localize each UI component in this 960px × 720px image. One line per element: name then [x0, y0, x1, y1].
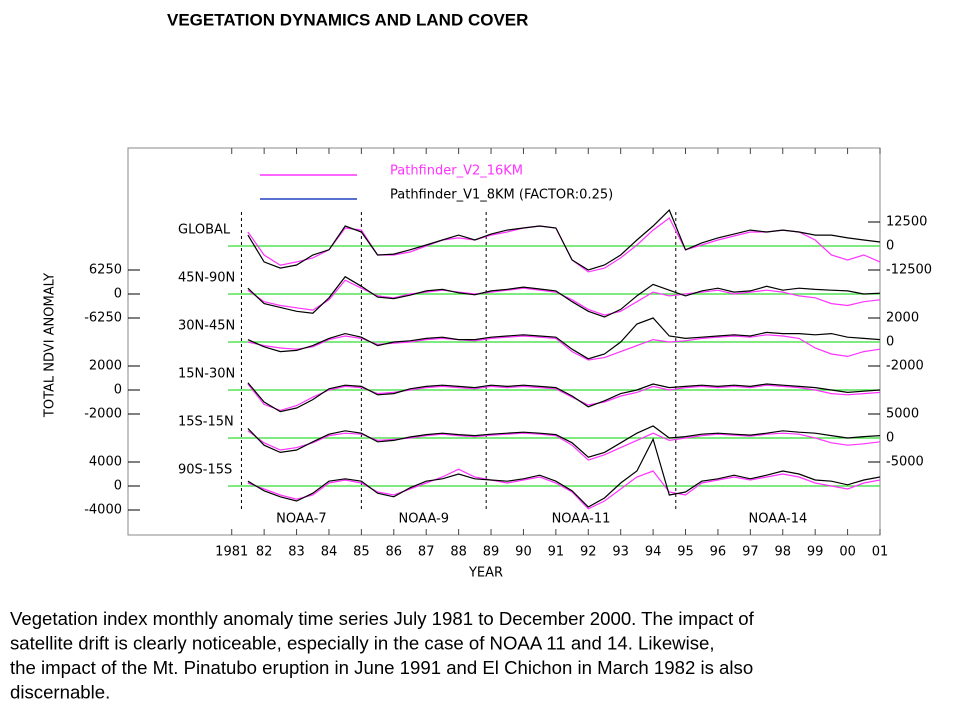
- satellite-label: NOAA-14: [748, 512, 807, 527]
- x-tick-label: 00: [839, 545, 856, 560]
- satellite-label: NOAA-9: [398, 512, 449, 527]
- panel-label: 15N-30N: [178, 367, 235, 382]
- x-tick-label: 93: [612, 545, 629, 560]
- panel-label: 15S-15N: [178, 415, 234, 430]
- x-tick-label: 99: [807, 545, 824, 560]
- y-axis-label: TOTAL NDVI ANOMALY: [43, 273, 58, 418]
- x-axis-label: YEAR: [468, 566, 503, 581]
- y-tick-label: 12500: [886, 215, 927, 230]
- y-tick-label: 4000: [89, 455, 122, 470]
- series-line: [247, 425, 881, 458]
- series-line: [247, 437, 881, 508]
- x-tick-label: 01: [872, 545, 889, 560]
- y-tick-label: -2000: [886, 359, 924, 374]
- series-line: [247, 468, 881, 510]
- x-tick-label: 94: [645, 545, 662, 560]
- panel-label: GLOBAL: [178, 223, 231, 238]
- y-tick-label: -5000: [886, 455, 924, 470]
- series-line: [247, 383, 881, 412]
- y-tick-label: 0: [886, 335, 894, 350]
- legend-label: Pathfinder_V2_16KM: [390, 164, 523, 179]
- series-line: [247, 430, 881, 461]
- y-tick-label: 0: [114, 479, 122, 494]
- x-tick-label: 95: [677, 545, 694, 560]
- caption-line: discernable.: [10, 681, 110, 702]
- y-tick-label: -6250: [84, 311, 122, 326]
- panel-label: 90S-15S: [178, 463, 232, 478]
- x-tick-label: 89: [483, 545, 500, 560]
- x-tick-label: 82: [256, 545, 273, 560]
- series-line: [247, 317, 881, 360]
- x-tick-label: 98: [774, 545, 791, 560]
- caption-line: the impact of the Mt. Pinatubo eruption …: [10, 657, 753, 678]
- satellite-label: NOAA-11: [552, 512, 611, 527]
- y-tick-label: 2000: [886, 311, 919, 326]
- satellite-label: NOAA-7: [276, 512, 327, 527]
- y-tick-label: 5000: [886, 407, 919, 422]
- series-line: [247, 209, 881, 271]
- series-line: [247, 334, 881, 361]
- x-tick-label: 83: [288, 545, 305, 560]
- x-tick-label: 1981: [215, 545, 248, 560]
- y-tick-label: 6250: [89, 263, 122, 278]
- y-tick-label: 0: [114, 383, 122, 398]
- x-tick-label: 85: [353, 545, 370, 560]
- series-line: [247, 382, 881, 413]
- x-tick-label: 88: [450, 545, 467, 560]
- series-line: [247, 275, 881, 318]
- x-tick-label: 87: [418, 545, 435, 560]
- panel-label: 45N-90N: [178, 271, 235, 286]
- x-tick-label: 96: [710, 545, 727, 560]
- series-line: [247, 279, 881, 316]
- caption-line: satellite drift is clearly noticeable, e…: [10, 632, 715, 653]
- y-tick-label: -2000: [84, 407, 122, 422]
- x-tick-label: 90: [515, 545, 532, 560]
- panel-label: 30N-45N: [178, 319, 235, 334]
- x-tick-label: 91: [548, 545, 565, 560]
- y-tick-label: 2000: [89, 359, 122, 374]
- caption-line: Vegetation index monthly anomaly time se…: [10, 608, 755, 629]
- y-tick-label: 0: [114, 287, 122, 302]
- y-tick-label: 0: [886, 239, 894, 254]
- legend-label: Pathfinder_V1_8KM (FACTOR:0.25): [390, 188, 613, 203]
- y-tick-label: 0: [886, 431, 894, 446]
- x-tick-label: 84: [321, 545, 338, 560]
- x-tick-label: 92: [580, 545, 597, 560]
- x-tick-label: 97: [742, 545, 759, 560]
- slide-title: VEGETATION DYNAMICS AND LAND COVER: [167, 10, 528, 29]
- y-tick-label: -4000: [84, 503, 122, 518]
- x-tick-label: 86: [386, 545, 403, 560]
- y-tick-label: -12500: [886, 263, 932, 278]
